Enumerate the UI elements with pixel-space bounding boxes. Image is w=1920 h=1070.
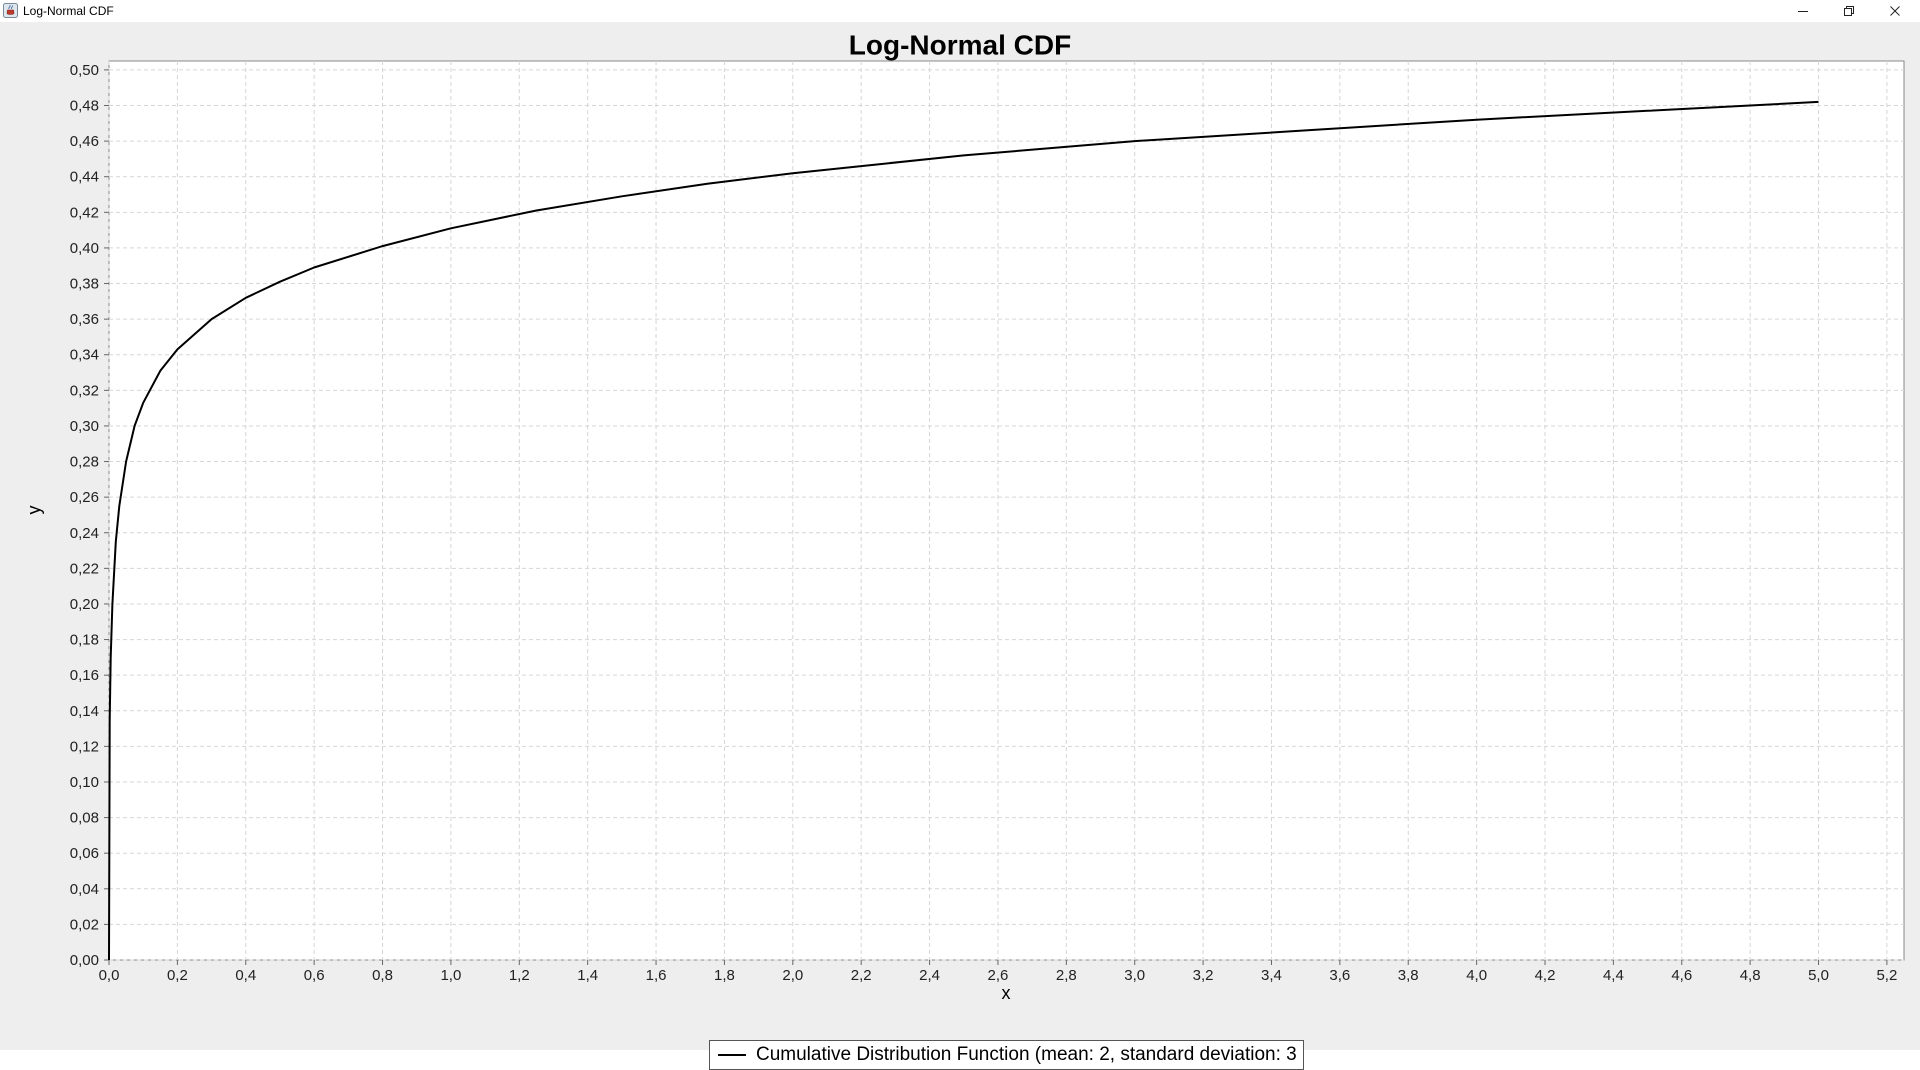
y-tick-label: 0,16 xyxy=(70,667,99,684)
x-axis-label: x xyxy=(1002,983,1011,1003)
x-tick-label: 3,4 xyxy=(1261,967,1282,984)
y-tick-label: 0,32 xyxy=(70,382,99,399)
y-tick-label: 0,44 xyxy=(70,169,99,186)
x-tick-label: 1,4 xyxy=(577,967,598,984)
y-tick-label: 0,02 xyxy=(70,916,99,933)
x-tick-label: 4,2 xyxy=(1535,967,1556,984)
y-tick-label: 0,42 xyxy=(70,204,99,221)
x-tick-label: 3,0 xyxy=(1124,967,1145,984)
y-tick-label: 0,46 xyxy=(70,133,99,150)
y-tick-label: 0,20 xyxy=(70,596,99,613)
legend-series-label: Cumulative Distribution Function (mean: … xyxy=(756,1044,1297,1065)
series-layer xyxy=(108,100,1819,961)
x-tick-label: 0,2 xyxy=(167,967,188,984)
plot-area xyxy=(108,60,1905,961)
x-tick-label: 2,6 xyxy=(988,967,1009,984)
y-tick-label: 0,30 xyxy=(70,418,99,435)
x-tick-label: 4,6 xyxy=(1671,967,1692,984)
title-bar[interactable]: Log-Normal CDF xyxy=(0,0,1920,22)
x-tick-label: 2,8 xyxy=(1056,967,1077,984)
cdf-series-line xyxy=(108,100,1819,961)
legend: Cumulative Distribution Function (mean: … xyxy=(709,1040,1304,1070)
x-tick-label: 4,8 xyxy=(1740,967,1761,984)
y-tick-label: 0,04 xyxy=(70,881,99,898)
y-tick-label: 0,00 xyxy=(70,952,99,969)
x-tick-label: 3,2 xyxy=(1193,967,1214,984)
restore-icon xyxy=(1844,6,1854,16)
y-tick-label: 0,40 xyxy=(70,240,99,257)
x-tick-label: 1,6 xyxy=(646,967,667,984)
x-tick-label: 4,4 xyxy=(1603,967,1624,984)
minimize-icon xyxy=(1798,11,1808,12)
restore-button[interactable] xyxy=(1826,0,1872,22)
x-tick-label: 1,2 xyxy=(509,967,530,984)
chart-panel: Log-Normal CDF 0,0 0,2 0,4 0,6 0,8 1,0 1,2 1,4 1… xyxy=(0,22,1920,1070)
y-tick-label: 0,12 xyxy=(70,738,99,755)
x-tick-label: 2,2 xyxy=(851,967,872,984)
minimize-button[interactable] xyxy=(1780,0,1826,22)
y-tick-label: 0,08 xyxy=(70,810,99,827)
y-tick-label: 0,48 xyxy=(70,98,99,115)
y-tick-label: 0,06 xyxy=(70,845,99,862)
y-tick-label: 0,38 xyxy=(70,276,99,293)
y-axis-label: y xyxy=(24,506,44,515)
x-tick-label: 1,8 xyxy=(714,967,735,984)
grid-lines xyxy=(108,61,1904,961)
x-tick-label: 4,0 xyxy=(1466,967,1487,984)
axis-ticks: 0,0 0,2 0,4 0,6 0,8 1,0 1,2 1,4 1,6 1,8 2,0 2,2 2,4 2… xyxy=(70,62,1898,984)
close-button[interactable] xyxy=(1872,0,1918,22)
x-tick-label: 1,0 xyxy=(440,967,461,984)
y-tick-label: 0,34 xyxy=(70,347,99,364)
x-tick-label: 3,6 xyxy=(1329,967,1350,984)
x-tick-label: 0,4 xyxy=(235,967,256,984)
x-tick-label: 0,0 xyxy=(99,967,120,984)
x-tick-label: 5,2 xyxy=(1876,967,1897,984)
window-title: Log-Normal CDF xyxy=(23,4,114,18)
y-tick-label: 0,50 xyxy=(70,62,99,79)
x-tick-label: 5,0 xyxy=(1808,967,1829,984)
x-tick-label: 0,6 xyxy=(304,967,325,984)
java-app-icon xyxy=(3,3,18,18)
close-icon xyxy=(1890,6,1900,16)
x-tick-label: 2,0 xyxy=(782,967,803,984)
chart-title: Log-Normal CDF xyxy=(849,29,1071,60)
x-tick-label: 2,4 xyxy=(919,967,940,984)
y-tick-label: 0,22 xyxy=(70,560,99,577)
y-tick-label: 0,14 xyxy=(70,703,99,720)
y-tick-label: 0,26 xyxy=(70,489,99,506)
legend-series-swatch xyxy=(718,1054,746,1056)
y-tick-label: 0,24 xyxy=(70,525,99,542)
chart-canvas: Log-Normal CDF 0,0 0,2 0,4 0,6 0,8 1,0 1,2 1,4 1… xyxy=(24,29,1905,1003)
x-tick-label: 0,8 xyxy=(372,967,393,984)
y-tick-label: 0,10 xyxy=(70,774,99,791)
y-tick-label: 0,18 xyxy=(70,632,99,649)
x-tick-label: 3,8 xyxy=(1398,967,1419,984)
y-tick-label: 0,28 xyxy=(70,454,99,471)
y-tick-label: 0,36 xyxy=(70,311,99,328)
